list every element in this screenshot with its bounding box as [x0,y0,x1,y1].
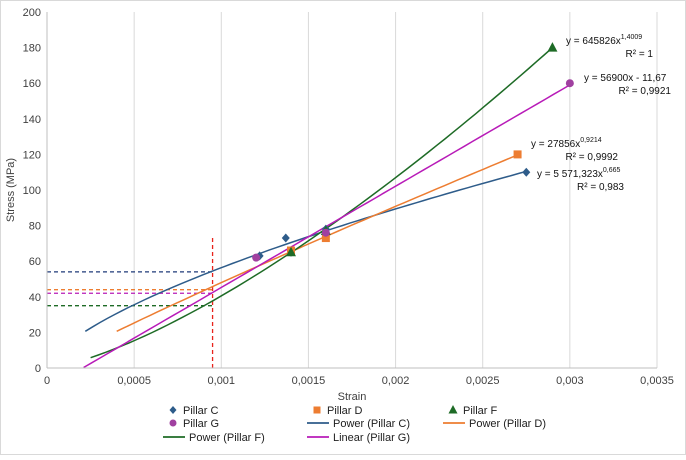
legend-label: Pillar F [463,405,498,417]
x-tick-label: 0,0025 [466,375,500,387]
axes-layer: 0 0,0005 0,001 0,0015 0,002 0,0025 0,003 0,0035… [5,7,674,403]
trendlines-layer [83,47,571,369]
trendline-equation: y = 27856x0,9214 [531,137,602,150]
reference-lines-layer [47,238,214,368]
legend-marker [313,406,321,414]
x-tick-label: 0 [44,375,50,387]
y-axis-title: Stress (MPa) [5,158,17,222]
r-squared-label: R² = 0,983 [577,182,624,193]
equation-text: y = 27856x [531,139,580,150]
x-tick-label: 0,0005 [117,375,151,387]
x-tick-label: 0,003 [556,375,584,387]
legend-label: Pillar C [183,405,219,417]
data-point-pillar-g [252,253,261,262]
x-axis-title: Strain [338,391,367,403]
trendline-equation: y = 5 571,323x0,665 [537,167,621,180]
y-tick-label: 160 [23,78,41,90]
trendline-2 [116,154,518,332]
y-tick-label: 200 [23,7,41,19]
r-squared-label: R² = 1 [625,49,653,60]
data-point-pillar-f [547,42,558,52]
data-point-pillar-c [522,167,531,177]
x-tick-label: 0,001 [208,375,236,387]
data-point-pillar-g [565,79,574,88]
r-squared-label: R² = 0,9921 [618,86,671,97]
data-point-pillar-d [321,234,330,243]
legend: Pillar C Pillar D Pillar F Pillar G Power (P… [163,405,546,444]
equation-exponent: 1,4009 [621,34,643,41]
y-tick-label: 40 [29,292,41,304]
y-tick-label: 80 [29,221,41,233]
legend-label: Linear (Pillar G) [333,432,410,444]
legend-label: Power (Pillar D) [469,418,546,430]
y-tick-label: 140 [23,114,41,126]
y-tick-label: 180 [23,43,41,55]
legend-label: Pillar D [327,405,363,417]
x-tick-label: 0,0035 [640,375,674,387]
equation-text: y = 645826x [566,36,621,47]
equation-text: y = 56900x - 11,67 [584,73,667,84]
legend-label: Power (Pillar F) [189,432,265,444]
data-point-pillar-f [286,246,296,257]
data-point-pillar-c [281,233,290,243]
y-tick-label: 60 [29,256,41,268]
x-tick-label: 0,0015 [292,375,326,387]
trendline-3 [90,47,553,359]
data-point-pillar-d [513,150,522,159]
y-tick-label: 0 [35,363,41,375]
y-tick-label: 100 [23,185,41,197]
legend-marker [448,405,458,414]
legend-marker [169,419,177,427]
legend-label: Power (Pillar C) [333,418,410,430]
grid-layer [133,12,658,368]
legend-marker [169,406,177,414]
equation-exponent: 0,9214 [580,137,602,144]
legend-label: Pillar G [183,418,219,430]
x-tick-label: 0,002 [382,375,410,387]
trendline-equation: y = 56900x - 11,67 [584,73,667,84]
r-squared-label: R² = 0,9992 [565,152,618,163]
data-point-pillar-g [321,228,330,237]
y-tick-label: 120 [23,149,41,161]
trendline-equation: y = 645826x1,4009 [566,34,642,47]
data-points-layer [252,42,574,262]
equation-text: y = 5 571,323x [537,169,603,180]
y-tick-label: 20 [29,327,41,339]
equation-exponent: 0,665 [603,167,621,174]
